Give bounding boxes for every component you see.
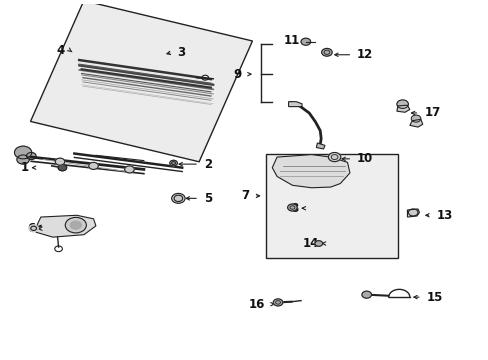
- Text: 3: 3: [177, 46, 185, 59]
- Circle shape: [314, 241, 322, 246]
- Circle shape: [17, 155, 29, 164]
- Polygon shape: [396, 105, 409, 112]
- Polygon shape: [36, 215, 96, 237]
- Circle shape: [273, 299, 282, 306]
- Text: 13: 13: [435, 209, 451, 222]
- Circle shape: [328, 153, 340, 162]
- Circle shape: [29, 225, 39, 232]
- Circle shape: [301, 38, 310, 45]
- Polygon shape: [288, 102, 302, 107]
- Circle shape: [171, 193, 184, 203]
- Text: 2: 2: [203, 158, 211, 171]
- Polygon shape: [407, 209, 419, 217]
- Text: 7: 7: [241, 189, 249, 202]
- Polygon shape: [316, 143, 325, 149]
- Circle shape: [361, 291, 371, 298]
- Circle shape: [15, 146, 32, 159]
- Text: 5: 5: [203, 192, 212, 205]
- Polygon shape: [265, 154, 397, 258]
- Text: 8: 8: [290, 202, 298, 215]
- Text: 14: 14: [302, 237, 318, 250]
- Circle shape: [410, 115, 420, 122]
- Text: 12: 12: [356, 48, 373, 61]
- Text: 10: 10: [356, 152, 373, 165]
- Text: 1: 1: [20, 161, 29, 174]
- Circle shape: [55, 158, 65, 165]
- Text: 6: 6: [27, 222, 35, 235]
- Circle shape: [26, 153, 36, 159]
- Text: 17: 17: [424, 107, 440, 120]
- Text: 4: 4: [57, 44, 64, 57]
- Circle shape: [58, 165, 66, 171]
- Circle shape: [65, 217, 86, 233]
- Circle shape: [287, 204, 297, 211]
- Polygon shape: [272, 154, 349, 188]
- Text: 15: 15: [426, 291, 442, 303]
- Text: 16: 16: [248, 298, 264, 311]
- Circle shape: [321, 48, 331, 56]
- Circle shape: [169, 160, 177, 166]
- Circle shape: [124, 166, 134, 173]
- Circle shape: [89, 162, 98, 170]
- Text: 9: 9: [233, 68, 242, 81]
- Polygon shape: [30, 1, 252, 162]
- Text: 11: 11: [283, 34, 299, 47]
- Circle shape: [396, 100, 407, 108]
- Circle shape: [70, 221, 81, 229]
- Polygon shape: [409, 119, 422, 127]
